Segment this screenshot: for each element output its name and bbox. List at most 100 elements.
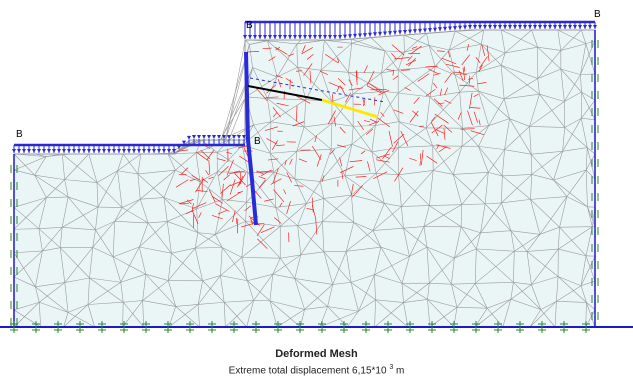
mesh-edge: [215, 201, 247, 235]
load-arrow-head: [182, 140, 186, 145]
mesh-edge: [397, 66, 436, 94]
mesh-edge: [13, 197, 47, 230]
mesh-edge: [454, 74, 479, 92]
plastic-point-mark: [393, 133, 405, 144]
plastic-point-mark: [369, 118, 377, 123]
mesh-edge: [474, 248, 477, 284]
mesh-edge: [223, 302, 247, 328]
plastic-point-mark: [276, 144, 285, 146]
mesh-edge: [509, 118, 530, 127]
mesh-edge: [398, 127, 427, 148]
mesh-edge: [13, 156, 47, 171]
plastic-point-mark: [478, 64, 483, 72]
mesh-edge: [513, 251, 515, 283]
mesh-edge: [272, 254, 301, 275]
mesh-edge: [297, 66, 322, 71]
mesh-edge: [475, 44, 482, 73]
mesh-edge: [559, 196, 568, 228]
mesh-edge: [478, 90, 510, 119]
plastic-point-mark: [443, 124, 453, 133]
mesh-edge: [34, 174, 65, 180]
plastic-point-mark: [226, 159, 234, 176]
mesh-edge: [461, 203, 486, 205]
mesh-edge: [253, 274, 274, 301]
plastic-point-mark: [247, 50, 260, 53]
mesh-edge: [454, 74, 461, 93]
load-arrow-head: [473, 25, 477, 29]
plastic-point-mark: [266, 84, 277, 94]
load-arrow-head: [37, 149, 41, 153]
mesh-edge: [139, 222, 149, 248]
mesh-edge: [381, 69, 399, 74]
load-arrow-head: [423, 28, 427, 33]
plastic-point-mark: [229, 179, 236, 195]
mesh-edge: [529, 126, 565, 128]
mesh-edge: [137, 173, 165, 198]
mesh-edge: [426, 246, 452, 285]
mesh-edge: [87, 301, 124, 305]
plastic-point-mark: [351, 185, 364, 198]
plastic-point-mark: [234, 172, 246, 186]
mesh-edge: [398, 174, 430, 206]
mesh-edge: [384, 203, 404, 229]
load-label-b-mid: B: [254, 136, 261, 147]
plastic-point-mark: [412, 110, 419, 117]
mesh-edge: [530, 199, 541, 235]
mesh-edge: [480, 230, 511, 234]
mesh-edge: [564, 74, 581, 102]
mesh-edge: [276, 43, 298, 78]
mesh-edge: [580, 256, 596, 286]
mesh-edge: [331, 93, 354, 124]
mesh-edge: [461, 172, 489, 205]
mesh-edge: [117, 153, 142, 171]
load-arrow-head: [323, 35, 327, 39]
plastic-point-mark: [457, 112, 462, 120]
mesh-edge: [429, 205, 462, 228]
mesh-edge: [585, 169, 596, 180]
mesh-edge: [370, 37, 386, 52]
mesh-edge: [294, 178, 324, 199]
load-arrow-head: [343, 34, 347, 39]
mesh-edge: [560, 43, 586, 51]
deformed-mesh-view[interactable]: B B B B: [0, 0, 633, 340]
mesh-edge: [322, 221, 354, 223]
mesh-edge: [319, 310, 359, 328]
plastic-point-mark: [200, 149, 211, 160]
mesh-edge: [423, 226, 428, 248]
load-arrow-head: [77, 149, 81, 153]
plastic-point-mark: [434, 113, 449, 124]
mesh-edge: [398, 145, 433, 148]
mesh-edge: [252, 67, 268, 99]
mesh-edge: [275, 203, 307, 208]
mesh-edge: [504, 118, 510, 150]
mesh-edge: [267, 98, 306, 100]
mesh-edge: [305, 70, 322, 100]
load-arrow-head: [253, 35, 257, 39]
mesh-edge: [375, 173, 385, 204]
plastic-points: [175, 44, 490, 249]
mesh-edge: [42, 247, 61, 252]
mesh-edge: [322, 194, 352, 222]
plastic-point-mark: [301, 45, 306, 53]
plastic-point-mark: [349, 160, 363, 163]
mesh-edge: [249, 44, 253, 68]
mesh-edge: [241, 226, 281, 258]
load-arrow-head: [383, 31, 387, 36]
mesh-edge: [559, 226, 593, 228]
mesh-edge: [324, 40, 349, 73]
mesh-edge: [374, 274, 376, 300]
mesh-edge: [383, 91, 400, 122]
mesh-edge: [580, 74, 582, 93]
mesh-edge: [253, 124, 271, 154]
plastic-point-mark: [258, 176, 266, 180]
mesh-edge: [148, 221, 168, 224]
mesh-edge: [92, 247, 114, 258]
plastic-point-mark: [306, 207, 314, 211]
mesh-edge: [198, 301, 225, 305]
mesh-edge: [304, 284, 333, 310]
load-arrow-head: [202, 135, 206, 139]
mesh-edge: [476, 232, 481, 249]
mesh-edge: [35, 282, 65, 288]
plastic-point-mark: [339, 85, 346, 95]
mesh-edge: [175, 306, 200, 328]
